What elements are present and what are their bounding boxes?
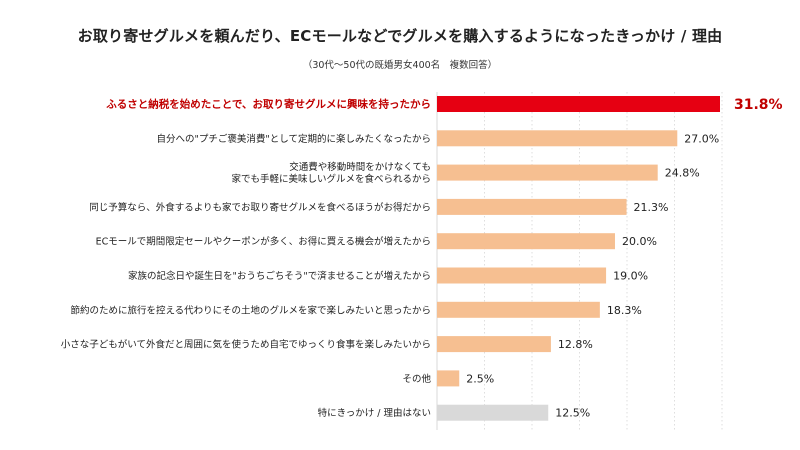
chart-subtitle: （30代〜50代の既婚男女400名 複数回答） bbox=[302, 60, 498, 71]
category-label-line: 家でも手軽に美味しいグルメを食べられるから bbox=[231, 173, 431, 185]
bar bbox=[437, 336, 551, 353]
bar bbox=[437, 404, 549, 421]
category-label-line: 交通費や移動時間をかけなくても bbox=[289, 161, 431, 173]
bar bbox=[437, 267, 607, 284]
bar bbox=[437, 233, 615, 250]
value-label: 20.0% bbox=[622, 235, 657, 248]
bar bbox=[437, 370, 460, 387]
value-label: 2.5% bbox=[466, 372, 494, 385]
category-label-line: 自分への"プチご褒美消費"として定期的に楽しみたくなったから bbox=[157, 133, 431, 145]
category-label: 交通費や移動時間をかけなくても家でも手軽に美味しいグルメを食べられるから bbox=[231, 161, 431, 185]
value-label: 12.8% bbox=[558, 338, 593, 351]
category-label-line: ふるさと納税を始めたことで、お取り寄せグルメに興味を持ったから bbox=[106, 98, 431, 111]
category-label-line: 家族の記念日や誕生日を"おうちごちそう"で済ませることが増えたから bbox=[128, 270, 431, 282]
category-label: 特にきっかけ / 理由はない bbox=[318, 407, 431, 419]
category-label: その他 bbox=[402, 373, 431, 385]
value-label: 12.5% bbox=[555, 407, 590, 420]
category-label-line: ECモールで期間限定セールやクーポンが多く、お得に買える機会が増えたから bbox=[96, 236, 431, 248]
category-label-line: 節約のために旅行を控える代わりにその土地のグルメを家で楽しみたいと思ったから bbox=[70, 304, 431, 316]
category-label: 節約のために旅行を控える代わりにその土地のグルメを家で楽しみたいと思ったから bbox=[70, 304, 431, 316]
value-label: 27.0% bbox=[684, 132, 719, 145]
category-label: ふるさと納税を始めたことで、お取り寄せグルメに興味を持ったから bbox=[106, 98, 431, 111]
bar bbox=[437, 96, 720, 112]
value-label: 18.3% bbox=[607, 304, 642, 317]
category-label-line: 特にきっかけ / 理由はない bbox=[318, 407, 431, 419]
value-label: 31.8% bbox=[734, 97, 783, 113]
category-label-line: 同じ予算なら、外食するよりも家でお取り寄せグルメを食べるほうがお得だから bbox=[89, 201, 431, 213]
category-label: ECモールで期間限定セールやクーポンが多く、お得に買える機会が増えたから bbox=[96, 236, 431, 248]
value-label: 24.8% bbox=[665, 167, 700, 180]
category-labels: ふるさと納税を始めたことで、お取り寄せグルメに興味を持ったから自分への"プチご褒… bbox=[61, 98, 432, 420]
gridlines bbox=[436, 92, 723, 430]
category-label: 家族の記念日や誕生日を"おうちごちそう"で済ませることが増えたから bbox=[128, 270, 431, 282]
bar bbox=[437, 198, 627, 215]
category-label-line: その他 bbox=[402, 373, 431, 385]
value-label: 19.0% bbox=[613, 270, 648, 283]
bar bbox=[437, 164, 658, 181]
chart-title: お取り寄せグルメを頼んだり、ECモールなどでグルメを購入するようになったきっかけ… bbox=[77, 27, 723, 45]
bar bbox=[437, 301, 600, 318]
value-labels: 31.8% 27.0% 24.8% 21.3% 20.0% 19.0% 18.3% 12.8%… bbox=[466, 97, 782, 420]
category-label: 自分への"プチご褒美消費"として定期的に楽しみたくなったから bbox=[157, 133, 431, 145]
category-label-line: 小さな子どもがいて外食だと周囲に気を使うため自宅でゆっくり食事を楽しみたいから bbox=[61, 339, 431, 351]
bar bbox=[437, 130, 678, 147]
bars bbox=[437, 96, 720, 421]
value-label: 21.3% bbox=[634, 201, 669, 214]
category-label: 小さな子どもがいて外食だと周囲に気を使うため自宅でゆっくり食事を楽しみたいから bbox=[61, 339, 431, 351]
category-label: 同じ予算なら、外食するよりも家でお取り寄せグルメを食べるほうがお得だから bbox=[89, 201, 431, 213]
